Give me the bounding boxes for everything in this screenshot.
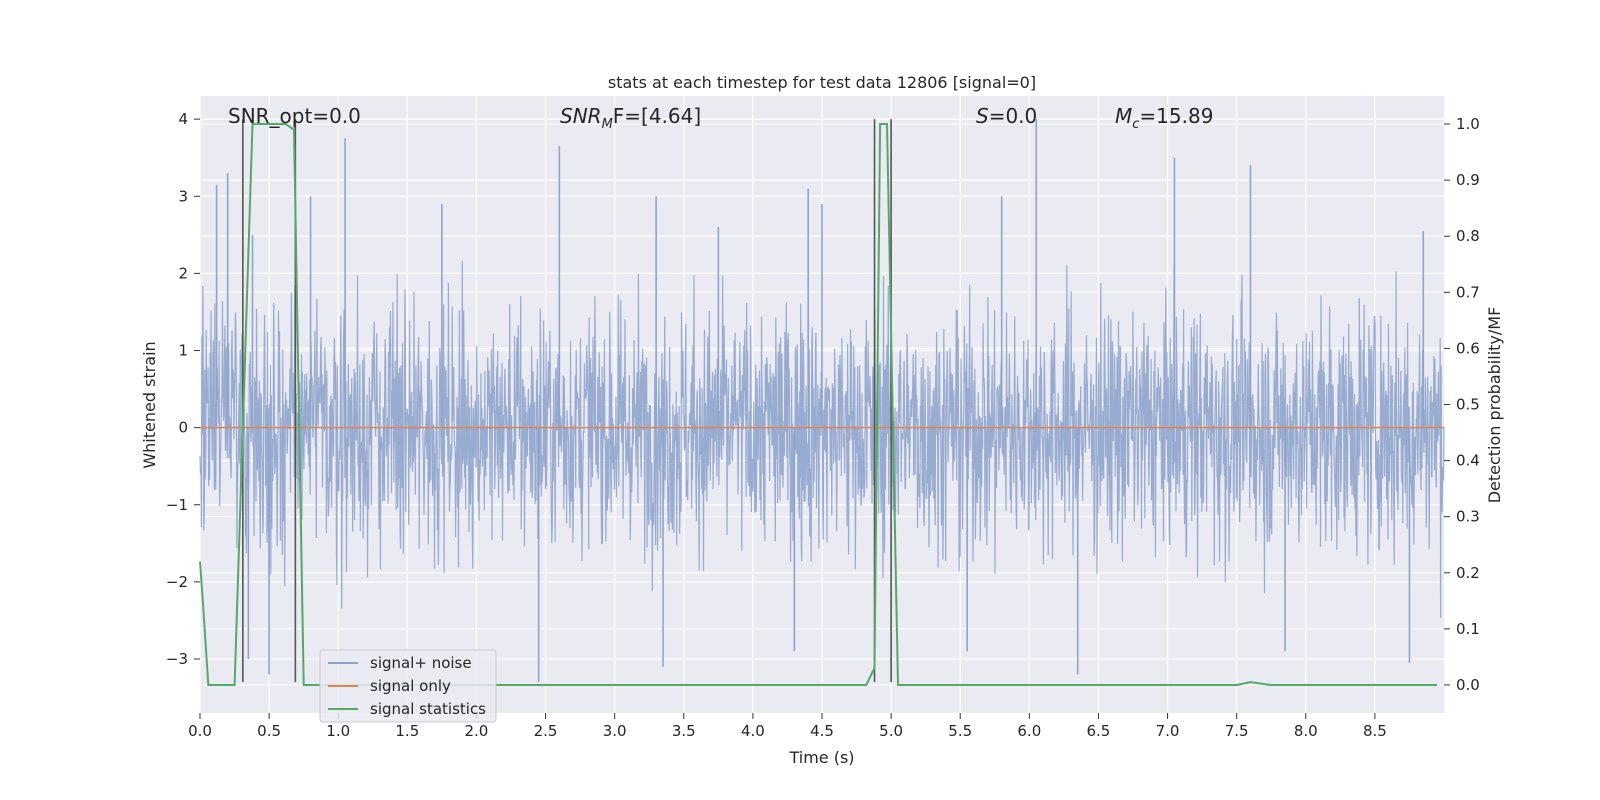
y-left-tick-label: −2 bbox=[166, 573, 188, 591]
mc-italic: M bbox=[1115, 104, 1132, 128]
mc-rest: =15.89 bbox=[1139, 104, 1213, 128]
x-tick-label: 4.0 bbox=[741, 722, 765, 740]
y-left-tick-labels: −3 −2 −1 0 1 2 3 4 bbox=[166, 110, 200, 668]
y-right-tick-label: 0.4 bbox=[1456, 452, 1480, 470]
y-right-tick-label: 0.2 bbox=[1456, 564, 1480, 582]
y-left-tick-label: 3 bbox=[178, 187, 188, 205]
y-right-tick-label: 0.9 bbox=[1456, 171, 1480, 189]
x-tick-label: 2.0 bbox=[465, 722, 489, 740]
y-left-tick-label: −1 bbox=[166, 496, 188, 514]
x-tick-label: 3.0 bbox=[603, 722, 627, 740]
y-right-tick-label: 0.1 bbox=[1456, 620, 1480, 638]
mc-sub: c bbox=[1132, 117, 1139, 132]
x-tick-label: 6.5 bbox=[1087, 722, 1111, 740]
x-tick-label: 8.0 bbox=[1294, 722, 1318, 740]
x-tick-label: 1.0 bbox=[326, 722, 350, 740]
y-right-tick-label: 0.0 bbox=[1456, 676, 1480, 694]
x-tick-label: 1.5 bbox=[395, 722, 419, 740]
signal-statistics-line bbox=[199, 123, 1438, 686]
x-tick-label: 4.5 bbox=[810, 722, 834, 740]
s-rest: =0.0 bbox=[989, 104, 1038, 128]
snr-mf-rest: F=[4.64] bbox=[613, 104, 701, 128]
chart-title: stats at each timestep for test data 128… bbox=[608, 73, 1036, 92]
y-right-tick-label: 1.0 bbox=[1456, 115, 1480, 133]
y-right-tick-labels: 0.0 0.1 0.2 0.3 0.4 0.5 0.6 0.7 0.8 0.9 1.0 bbox=[1444, 115, 1480, 694]
y-left-tick-label: 2 bbox=[178, 264, 188, 282]
y-left-tick-label: 4 bbox=[178, 110, 188, 128]
legend: signal+ noise signal only signal statist… bbox=[319, 649, 497, 723]
snr-opt-annotation: SNR_opt=0.0 bbox=[228, 104, 361, 128]
legend-label-signal: signal only bbox=[370, 677, 451, 695]
x-tick-label: 2.5 bbox=[534, 722, 558, 740]
s-annotation: S=0.0 bbox=[976, 104, 1037, 128]
x-tick-label: 8.5 bbox=[1363, 722, 1387, 740]
snr-mf-annotation: SNRMF=[4.64] bbox=[560, 104, 701, 132]
y-right-tick-label: 0.3 bbox=[1456, 508, 1480, 526]
y-right-tick-label: 0.7 bbox=[1456, 283, 1480, 301]
s-italic: S bbox=[976, 104, 989, 128]
x-axis-label: Time (s) bbox=[788, 748, 854, 767]
signal-statistics-series bbox=[199, 123, 1438, 686]
mc-annotation: Mc=15.89 bbox=[1115, 104, 1213, 132]
y-left-tick-label: 0 bbox=[178, 419, 188, 437]
x-tick-label: 0.5 bbox=[257, 722, 281, 740]
legend-box bbox=[319, 649, 497, 723]
legend-label-stats: signal statistics bbox=[370, 700, 486, 718]
x-tick-label: 6.0 bbox=[1017, 722, 1041, 740]
signal-noise-series bbox=[199, 119, 1445, 683]
x-tick-label: 3.5 bbox=[672, 722, 696, 740]
y-right-axis-label: Detection probability/MF bbox=[1485, 307, 1504, 504]
x-tick-labels: 0.0 0.5 1.0 1.5 2.0 2.5 3.0 3.5 4.0 4.5 5.0 5.5 6.0 6… bbox=[188, 713, 1387, 740]
y-right-tick-label: 0.8 bbox=[1456, 227, 1480, 245]
y-right-tick-label: 0.6 bbox=[1456, 339, 1480, 357]
y-left-axis-label: Whitened strain bbox=[140, 341, 159, 468]
x-tick-label: 5.0 bbox=[879, 722, 903, 740]
snr-mf-italic: SNR bbox=[560, 104, 602, 128]
snr-mf-sub: M bbox=[602, 117, 613, 132]
legend-label-noise: signal+ noise bbox=[370, 654, 472, 672]
x-tick-label: 5.5 bbox=[948, 722, 972, 740]
y-right-tick-label: 0.5 bbox=[1456, 396, 1480, 414]
x-tick-label: 7.5 bbox=[1225, 722, 1249, 740]
y-left-tick-label: 1 bbox=[178, 342, 188, 360]
y-left-tick-label: −3 bbox=[166, 650, 188, 668]
x-tick-label: 7.0 bbox=[1156, 722, 1180, 740]
x-tick-label: 0.0 bbox=[188, 722, 212, 740]
